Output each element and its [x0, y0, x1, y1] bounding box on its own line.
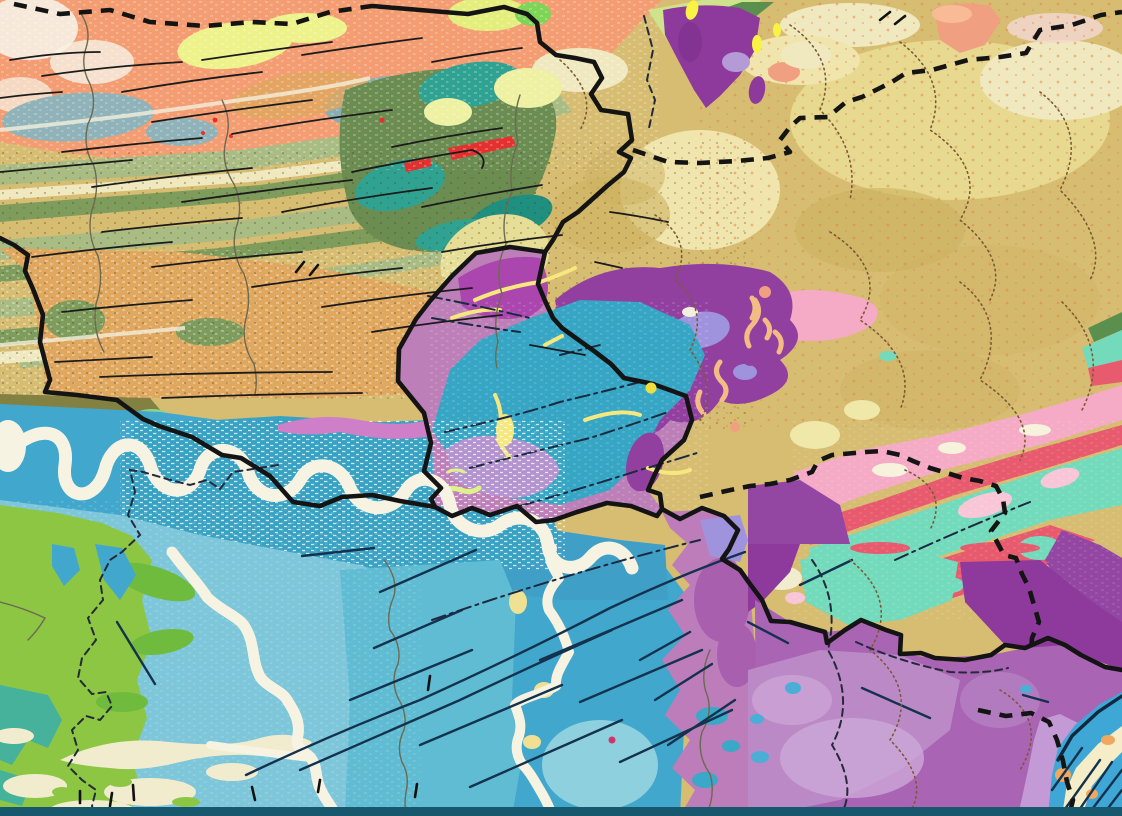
- admin-boundaries: [66, 15, 1009, 816]
- strike-ticks: [78, 10, 907, 808]
- region-bottomcenter-purple: [662, 510, 760, 816]
- town-marker-dot: [645, 382, 657, 394]
- dotted-boundaries: [559, 24, 1097, 813]
- national-border-southeast: [659, 505, 1122, 673]
- stream-lines: [0, 11, 713, 816]
- national-border-southwest: [0, 235, 438, 510]
- map-edge-strip: [0, 807, 1122, 816]
- national-border-west: [395, 244, 548, 510]
- violet-sliver-unit: [278, 416, 432, 439]
- fault-lines-black: [0, 37, 669, 399]
- regional-border-northeast: [632, 9, 1122, 166]
- regional-border-east: [699, 448, 1042, 653]
- red-marker-dot: [608, 736, 616, 744]
- fault-lines-navy: [115, 501, 1050, 789]
- national-border-south: [432, 500, 665, 525]
- region-southeast-purple: [748, 480, 1122, 816]
- white-alluvial-channels: [0, 420, 639, 816]
- regional-border-secorner: [977, 707, 1076, 816]
- white-river: [166, 546, 342, 816]
- national-border-north: [369, 3, 635, 255]
- region-top-center: [648, 0, 831, 108]
- white-river-band: [0, 426, 639, 575]
- white-river: [510, 543, 574, 816]
- estuary-deposits: [60, 734, 312, 770]
- map-markers: [78, 10, 907, 808]
